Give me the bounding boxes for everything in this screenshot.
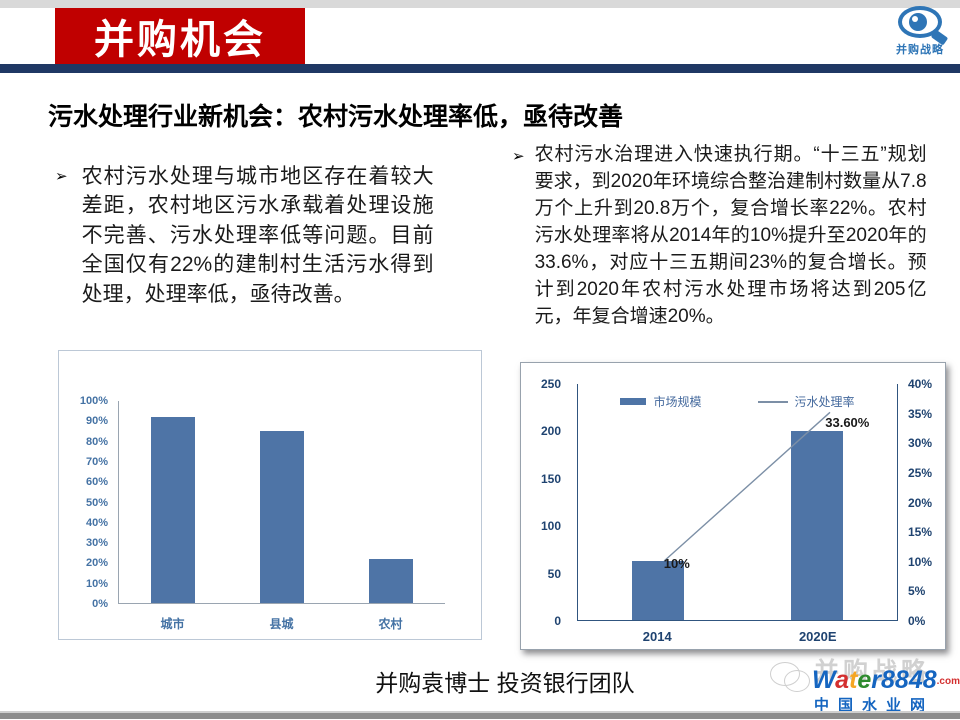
- brand-letter: 8848: [881, 666, 937, 694]
- bar: [368, 558, 413, 603]
- bullet-arrow-icon: ➢: [512, 148, 525, 165]
- right-y-tick-label: 5%: [908, 584, 926, 599]
- eye-outline-shape: [898, 6, 942, 38]
- eye-magnifier-icon: [898, 6, 949, 46]
- x-tick-label: 2020E: [798, 629, 837, 644]
- x-tick-label: 2014: [642, 629, 672, 644]
- right-y-tick-label: 25%: [908, 465, 933, 480]
- left-y-tick-label: 200: [540, 424, 561, 439]
- y-tick-label: 40%: [85, 516, 108, 529]
- header-divider: [0, 64, 960, 73]
- right-y-tick-label: 15%: [908, 525, 933, 540]
- bullet-left-text: 农村污水处理与城市地区存在着较大差距，农村地区污水承载着处理设施不完善、污水处理…: [81, 165, 434, 306]
- brand-letter: a: [835, 666, 850, 694]
- slide-title-block: 并购机会: [55, 8, 305, 64]
- y-tick-label: 70%: [85, 455, 108, 468]
- bar: [260, 431, 304, 603]
- y-tick-label: 50%: [85, 496, 108, 509]
- y-tick-label: 20%: [85, 557, 108, 570]
- logo-text: 并购战略: [896, 44, 944, 56]
- section-heading: 污水处理行业新机会：农村污水处理率低，亟待改善: [48, 103, 624, 131]
- right-y-tick-label: 0%: [908, 614, 926, 628]
- y-tick-label: 90%: [85, 415, 108, 428]
- brand-letter: W: [812, 666, 836, 694]
- bullet-arrow-icon: ➢: [55, 168, 68, 185]
- left-y-tick-label: 0: [554, 614, 561, 628]
- line-data-label: 33.60%: [825, 414, 870, 430]
- right-y-tick-label: 30%: [908, 436, 933, 451]
- right-y-tick-label: 35%: [908, 406, 933, 421]
- watermark: 并购战略 Water8848.com 中国水业网: [768, 650, 960, 714]
- chart-legend: 市场规模 污水处理率: [577, 393, 898, 410]
- right-y-tick-label: 40%: [908, 377, 933, 391]
- watermark-site-name: 中国水业网: [814, 697, 935, 714]
- legend-bar-swatch: [620, 398, 647, 405]
- y-tick-label: 80%: [85, 435, 108, 448]
- right-y-tick-label: 20%: [908, 495, 933, 510]
- bar: [631, 560, 684, 620]
- left-y-tick-label: 250: [540, 377, 561, 391]
- brand-letter: t: [849, 666, 858, 694]
- watermark-ghost-text: 并购战略: [814, 658, 931, 686]
- y-tick-label: 0%: [92, 598, 108, 610]
- trend-line: [578, 384, 897, 620]
- brand-letter: e: [857, 666, 872, 694]
- legend-item: 污水处理率: [757, 393, 855, 410]
- left-y-tick-label: 150: [540, 471, 561, 486]
- bar: [151, 417, 196, 603]
- bullet-right: ➢ 农村污水治理进入快速执行期。“十三五”规划要求，到2020年环境综合整治建制…: [512, 142, 944, 331]
- left-y-axis: 0 50 100 150 200 250: [521, 377, 569, 628]
- legend-line-swatch: [757, 400, 788, 403]
- watermark-domain: .com: [936, 676, 960, 687]
- plot-area: 10% 33.60%: [577, 384, 898, 621]
- legend-item: 市场规模: [620, 393, 702, 410]
- right-y-axis: 0% 5% 10% 15% 20% 25% 30% 35% 40%: [900, 377, 945, 628]
- x-tick-label: 农村: [378, 617, 403, 631]
- plot-area: [118, 401, 445, 604]
- watermark-brand: Water8848.com: [812, 666, 960, 695]
- line-data-label: 10%: [663, 556, 690, 571]
- x-axis: 城市 县城 农村: [118, 615, 445, 633]
- sketch-logo-icon: [768, 660, 814, 696]
- legend-label: 市场规模: [653, 395, 702, 409]
- left-y-tick-label: 100: [540, 519, 561, 534]
- y-axis: 0% 10% 20% 30% 40% 50% 60% 70% 80% 90% 100%: [59, 395, 114, 610]
- y-tick-label: 100%: [79, 395, 108, 407]
- x-tick-label: 城市: [160, 617, 185, 631]
- legend-label: 污水处理率: [794, 395, 855, 409]
- bullet-right-text: 农村污水治理进入快速执行期。“十三五”规划要求，到2020年环境综合整治建制村数…: [534, 144, 927, 327]
- eye-pupil-shape: [909, 13, 927, 31]
- right-chart: 0 50 100 150 200 250 0% 5% 10% 15% 20% 25% 30% 35% 40%…: [520, 362, 946, 650]
- right-y-tick-label: 10%: [908, 554, 933, 569]
- brand-letter: r: [871, 666, 882, 694]
- bottom-gray-strip: [0, 711, 960, 719]
- company-logo: 并购战略: [888, 6, 952, 57]
- bullet-left: ➢ 农村污水处理与城市地区存在着较大差距，农村地区污水承载着处理设施不完善、污水…: [55, 162, 467, 309]
- x-tick-label: 县城: [269, 617, 294, 631]
- left-y-tick-label: 50: [547, 566, 561, 581]
- bar: [791, 431, 844, 620]
- y-tick-label: 10%: [85, 577, 108, 590]
- y-tick-label: 60%: [85, 476, 108, 489]
- footer-credit: 并购袁博士 投资银行团队: [375, 670, 635, 696]
- slide-title: 并购机会: [94, 18, 266, 62]
- top-gray-strip: [0, 0, 960, 8]
- left-chart: 0% 10% 20% 30% 40% 50% 60% 70% 80% 90% 100% 城市 县城 农村: [58, 350, 482, 640]
- y-tick-label: 30%: [85, 537, 108, 550]
- x-axis: 2014 2020E: [577, 629, 898, 645]
